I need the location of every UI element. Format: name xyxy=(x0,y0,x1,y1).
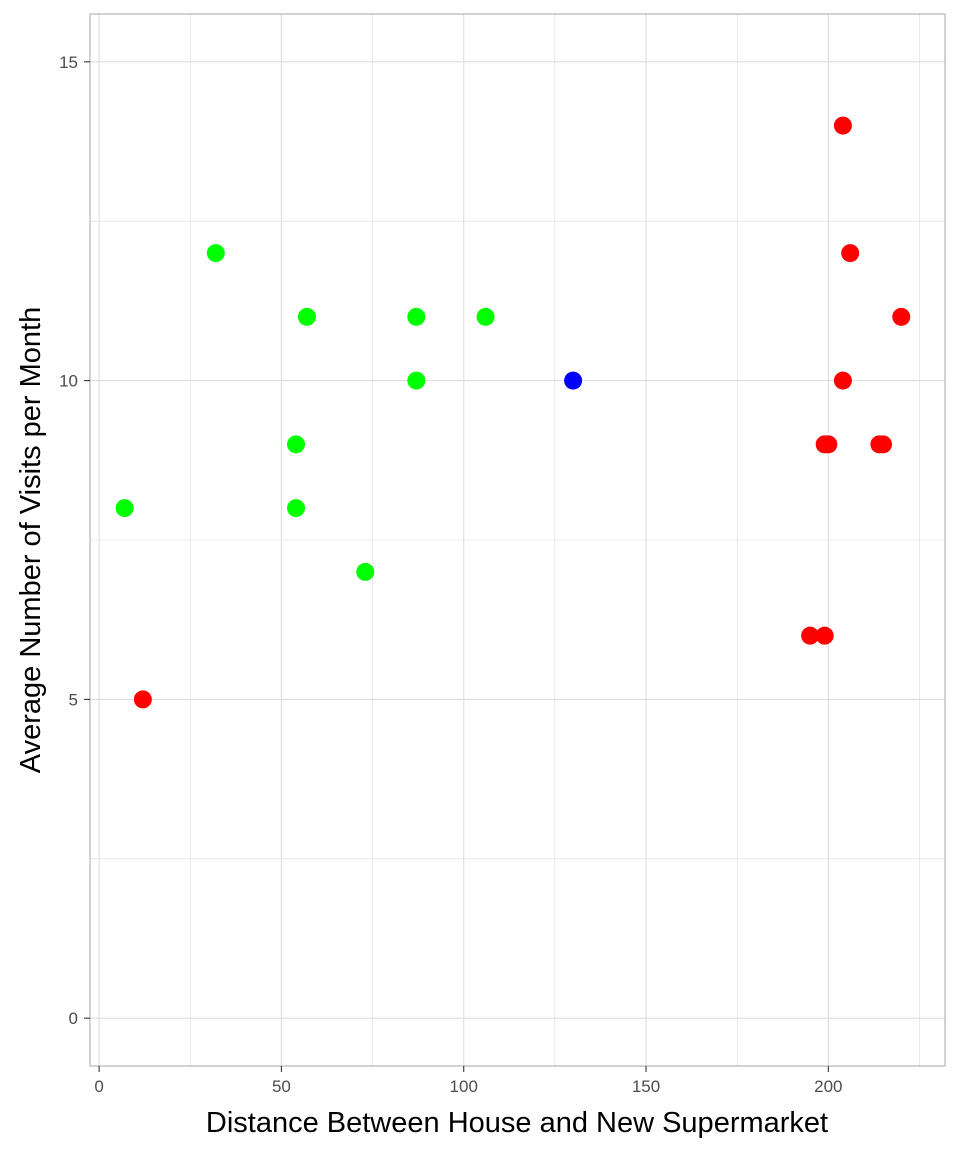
x-tick-label: 100 xyxy=(450,1077,478,1096)
x-tick-label: 0 xyxy=(94,1077,103,1096)
red-data-point xyxy=(801,626,820,645)
green-data-point xyxy=(476,307,495,326)
red-data-point xyxy=(874,435,893,454)
x-tick-label: 50 xyxy=(272,1077,291,1096)
green-data-point xyxy=(287,435,306,454)
y-axis-title: Average Number of Visits per Month xyxy=(15,307,47,773)
red-data-point xyxy=(841,244,860,263)
grid-lines xyxy=(90,14,945,1066)
data-points xyxy=(115,116,911,709)
y-tick-label: 15 xyxy=(59,53,78,72)
green-data-point xyxy=(407,307,426,326)
x-tick-label: 200 xyxy=(814,1077,842,1096)
red-data-point xyxy=(833,116,852,135)
red-data-point xyxy=(819,435,838,454)
green-data-point xyxy=(297,307,316,326)
green-data-point xyxy=(206,244,225,263)
y-tick-label: 0 xyxy=(69,1009,78,1028)
y-tick-label: 10 xyxy=(59,372,78,391)
red-data-point xyxy=(892,307,911,326)
red-data-point xyxy=(133,690,152,709)
green-data-point xyxy=(407,371,426,390)
green-data-point xyxy=(356,562,375,581)
y-tick-label: 5 xyxy=(69,690,78,709)
x-axis-ticks: 0 50 100 150 200 xyxy=(94,1066,843,1096)
green-data-point xyxy=(287,499,306,518)
x-axis-title: Distance Between House and New Supermark… xyxy=(206,1107,828,1139)
red-data-point xyxy=(815,626,834,645)
x-tick-label: 150 xyxy=(632,1077,660,1096)
blue-data-point xyxy=(564,371,583,390)
plot-panel-border xyxy=(89,13,946,1067)
green-data-point xyxy=(115,499,134,518)
red-data-point xyxy=(833,371,852,390)
y-axis-ticks: 0 5 10 15 xyxy=(59,53,90,1028)
